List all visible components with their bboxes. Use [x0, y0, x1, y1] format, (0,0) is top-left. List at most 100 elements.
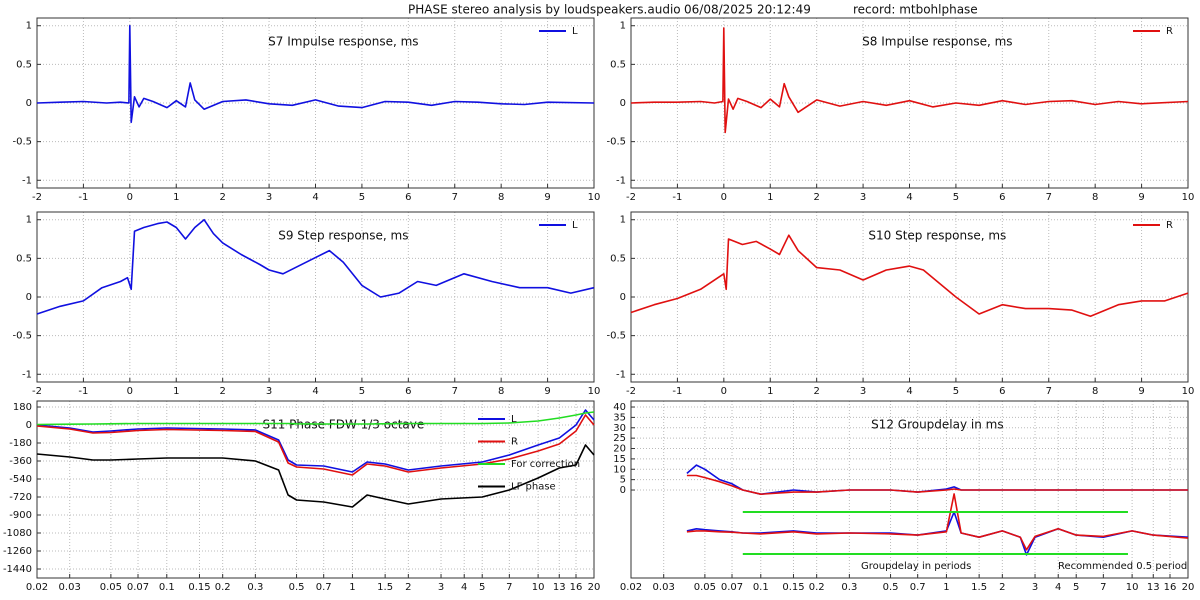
y-tick-label: 0.5	[16, 59, 32, 70]
y-tick-label: 1	[620, 21, 626, 32]
x-tick-label: 7	[1100, 582, 1106, 593]
x-tick-label: 1	[767, 386, 773, 397]
x-tick-label: -1	[672, 386, 682, 397]
y-tick-label: -1	[22, 175, 32, 186]
x-tick-label: 0.1	[753, 582, 769, 593]
x-tick-label: 0.02	[620, 582, 642, 593]
x-tick-label: 10	[588, 386, 601, 397]
x-tick-label: 7	[452, 386, 458, 397]
x-tick-label: 7	[452, 192, 458, 203]
y-tick-label: 5	[620, 475, 626, 486]
y-tick-label: 25	[613, 433, 626, 444]
x-tick-label: 1	[943, 582, 949, 593]
legend-label: R	[1166, 220, 1173, 231]
x-tick-label: 13	[1147, 582, 1160, 593]
x-tick-label: 10	[1126, 582, 1139, 593]
x-tick-label: 0	[127, 192, 133, 203]
header-title: PHASE stereo analysis by loudspeakers.au…	[408, 3, 681, 17]
y-tick-label: 180	[13, 402, 32, 413]
x-tick-label: -2	[626, 386, 636, 397]
x-tick-label: 7	[506, 582, 512, 593]
x-tick-label: 2	[219, 386, 225, 397]
x-tick-label: 5	[359, 192, 365, 203]
series-line	[36, 414, 595, 476]
x-tick-label: 5	[479, 582, 485, 593]
series-line	[686, 474, 1188, 495]
x-tick-label: 0.15	[188, 582, 210, 593]
y-tick-label: -540	[9, 474, 32, 485]
x-tick-label: 20	[1182, 582, 1195, 593]
y-tick-label: 0.5	[610, 59, 626, 70]
header-record: record: mtbohlphase	[853, 3, 978, 17]
x-tick-label: 7	[1046, 386, 1052, 397]
y-tick-label: 1	[26, 215, 32, 226]
y-tick-label: 40	[613, 402, 626, 413]
y-tick-label: 0	[26, 420, 32, 431]
y-tick-label: -1440	[3, 564, 32, 575]
series-line	[36, 24, 595, 124]
plot-frame	[630, 211, 1189, 383]
x-tick-label: 0.03	[59, 582, 81, 593]
x-tick-label: 0.07	[721, 582, 743, 593]
y-tick-label: -0.5	[606, 331, 626, 342]
x-tick-label: 4	[312, 192, 318, 203]
y-tick-label: -0.5	[12, 331, 32, 342]
x-tick-label: -2	[32, 192, 42, 203]
x-tick-label: 9	[544, 386, 550, 397]
x-tick-label: 6	[405, 386, 411, 397]
x-tick-label: 2	[219, 192, 225, 203]
legend-label: R	[1166, 26, 1173, 37]
x-tick-label: 0.3	[841, 582, 857, 593]
x-tick-label: 8	[498, 386, 504, 397]
x-tick-label: 3	[438, 582, 444, 593]
x-tick-label: 2	[999, 582, 1005, 593]
recommended-label: Recommended 0.5 period	[1058, 561, 1187, 572]
x-tick-label: 16	[570, 582, 583, 593]
x-tick-label: 3	[266, 192, 272, 203]
x-tick-label: 0.05	[100, 582, 122, 593]
x-tick-label: 10	[1182, 386, 1195, 397]
x-tick-label: 2	[813, 386, 819, 397]
x-tick-label: 4	[906, 386, 912, 397]
x-tick-label: 1.5	[377, 582, 393, 593]
x-tick-label: 0.03	[653, 582, 675, 593]
x-tick-label: 0.2	[215, 582, 231, 593]
y-tick-label: 35	[613, 412, 626, 423]
x-tick-label: 6	[999, 192, 1005, 203]
y-tick-label: -1080	[3, 528, 32, 539]
y-tick-label: -180	[9, 438, 32, 449]
x-tick-label: 0.3	[247, 582, 263, 593]
x-tick-label: -1	[78, 386, 88, 397]
x-tick-label: 1.5	[971, 582, 987, 593]
chart-title: S7 Impulse response, ms	[268, 35, 418, 49]
x-tick-label: 9	[1138, 192, 1144, 203]
x-tick-label: 0.1	[159, 582, 175, 593]
x-tick-label: 16	[1164, 582, 1177, 593]
x-tick-label: 4	[461, 582, 467, 593]
y-tick-label: 1	[620, 215, 626, 226]
x-tick-label: 0.2	[809, 582, 825, 593]
chart-title: S10 Step response, ms	[868, 229, 1006, 243]
series-line	[36, 218, 595, 315]
legend-label: L	[572, 26, 578, 37]
x-tick-label: 6	[405, 192, 411, 203]
y-tick-label: 10	[613, 464, 626, 475]
plot-frame	[36, 400, 595, 579]
x-tick-label: 5	[1073, 582, 1079, 593]
y-tick-label: -1	[22, 369, 32, 380]
header-timestamp: 06/08/2025 20:12:49	[684, 3, 811, 17]
x-tick-label: 0	[721, 192, 727, 203]
x-tick-label: 10	[532, 582, 545, 593]
x-tick-label: 0.05	[694, 582, 716, 593]
y-tick-label: 0	[26, 98, 32, 109]
x-tick-label: 3	[860, 386, 866, 397]
y-tick-label: 0	[26, 292, 32, 303]
y-tick-label: -0.5	[12, 137, 32, 148]
y-tick-label: 0.5	[610, 253, 626, 264]
series-line	[630, 234, 1189, 318]
x-tick-label: -2	[626, 192, 636, 203]
y-tick-label: 15	[613, 454, 626, 465]
x-tick-label: -1	[78, 192, 88, 203]
